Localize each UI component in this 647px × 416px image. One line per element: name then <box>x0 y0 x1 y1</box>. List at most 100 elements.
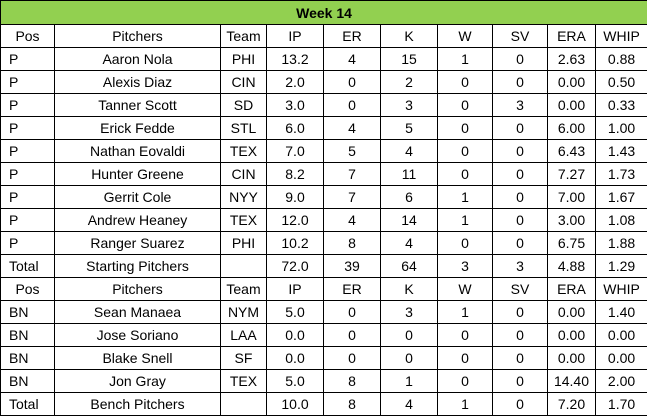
bench-row-era-cell: 0.00 <box>547 346 596 370</box>
bench-row-team-cell: TEX <box>220 369 267 393</box>
title-row: Week 14 <box>0 0 647 25</box>
header-row-sv-cell: SV <box>492 24 548 48</box>
bench-row: BN Blake Snell SF 0.0 0 0 0 0 0.00 0.00 <box>0 346 647 370</box>
starter-row-whip-cell: 0.33 <box>594 93 647 117</box>
starter-row-k-cell: 15 <box>380 47 438 71</box>
starter-row-sv-cell: 0 <box>492 70 548 94</box>
bench-total-row-whip-cell: 1.70 <box>594 392 647 416</box>
starter-row-k-cell: 11 <box>380 162 438 186</box>
starter-row-sv-cell: 0 <box>492 162 548 186</box>
starter-row-team-cell: PHI <box>220 231 267 255</box>
starter-row-sv-cell: 0 <box>492 208 548 232</box>
starter-row: P Erick Fedde STL 6.0 4 5 0 0 6.00 1.00 <box>0 116 647 140</box>
starter-row-team-cell: TEX <box>220 139 267 163</box>
starter-row-team-cell: PHI <box>220 47 267 71</box>
starter-row-era-cell: 0.00 <box>547 70 596 94</box>
starter-row-w-cell: 0 <box>437 139 493 163</box>
starting-total-row-w-cell: 3 <box>437 254 493 278</box>
starter-row-pitcher-cell: Gerrit Cole <box>54 185 221 209</box>
starter-row-sv-cell: 0 <box>492 185 548 209</box>
starting-total-row-sv-cell: 3 <box>492 254 548 278</box>
starter-row-pitcher-cell: Aaron Nola <box>54 47 221 71</box>
starter-row-ip-cell: 9.0 <box>266 185 324 209</box>
bench-header-row: Pos Pitchers Team IP ER K W SV ERA WHIP <box>0 277 647 301</box>
starter-row-pitcher-cell: Andrew Heaney <box>54 208 221 232</box>
bench-row-whip-cell: 0.00 <box>594 346 647 370</box>
starter-row-er-cell: 4 <box>323 208 381 232</box>
bench-header-row-whip-cell: WHIP <box>594 277 647 301</box>
starter-row-pitcher-cell: Tanner Scott <box>54 93 221 117</box>
header-row-whip-cell: WHIP <box>594 24 647 48</box>
starter-row: P Andrew Heaney TEX 12.0 4 14 1 0 3.00 1.08 <box>0 208 647 232</box>
bench-row-pos-cell: BN <box>0 346 55 370</box>
header-row-k-cell: K <box>380 24 438 48</box>
starting-total-row-era-cell: 4.88 <box>547 254 596 278</box>
starter-row-team-cell: SD <box>220 93 267 117</box>
bench-row-er-cell: 8 <box>323 369 381 393</box>
starter-row-pos-cell: P <box>0 231 55 255</box>
starter-row-pos-cell: P <box>0 70 55 94</box>
bench-row: BN Sean Manaea NYM 5.0 0 3 1 0 0.00 1.40 <box>0 300 647 324</box>
starter-row: P Nathan Eovaldi TEX 7.0 5 4 0 0 6.43 1.43 <box>0 139 647 163</box>
starter-row-pos-cell: P <box>0 47 55 71</box>
starter-row-w-cell: 1 <box>437 208 493 232</box>
week-title: Week 14 <box>0 0 647 25</box>
starter-row-whip-cell: 1.43 <box>594 139 647 163</box>
starter-row-pos-cell: P <box>0 93 55 117</box>
starter-row-ip-cell: 13.2 <box>266 47 324 71</box>
starter-row: P Aaron Nola PHI 13.2 4 15 1 0 2.63 0.88 <box>0 47 647 71</box>
starter-row-w-cell: 0 <box>437 231 493 255</box>
bench-header-row-k-cell: K <box>380 277 438 301</box>
starter-row-whip-cell: 1.88 <box>594 231 647 255</box>
starter-row-sv-cell: 3 <box>492 93 548 117</box>
bench-row-ip-cell: 5.0 <box>266 300 324 324</box>
starter-row-k-cell: 4 <box>380 231 438 255</box>
header-row-w-cell: W <box>437 24 493 48</box>
bench-total-row-k-cell: 4 <box>380 392 438 416</box>
bench-row-w-cell: 0 <box>437 369 493 393</box>
starter-row-k-cell: 5 <box>380 116 438 140</box>
starter-row-w-cell: 0 <box>437 70 493 94</box>
starter-row: P Tanner Scott SD 3.0 0 3 0 3 0.00 0.33 <box>0 93 647 117</box>
header-row-team-cell: Team <box>220 24 267 48</box>
bench-row-er-cell: 0 <box>323 300 381 324</box>
starter-row-ip-cell: 3.0 <box>266 93 324 117</box>
starter-row-sv-cell: 0 <box>492 116 548 140</box>
bench-header-row-er-cell: ER <box>323 277 381 301</box>
bench-header-row-team-cell: Team <box>220 277 267 301</box>
starter-row-whip-cell: 0.88 <box>594 47 647 71</box>
starter-row: P Gerrit Cole NYY 9.0 7 6 1 0 7.00 1.67 <box>0 185 647 209</box>
bench-total-row-w-cell: 1 <box>437 392 493 416</box>
bench-header-row-sv-cell: SV <box>492 277 548 301</box>
bench-row-whip-cell: 1.40 <box>594 300 647 324</box>
starter-row-w-cell: 0 <box>437 116 493 140</box>
starter-row-ip-cell: 7.0 <box>266 139 324 163</box>
starter-row-pitcher-cell: Nathan Eovaldi <box>54 139 221 163</box>
bench-row-pitcher-cell: Blake Snell <box>54 346 221 370</box>
starter-row-team-cell: CIN <box>220 162 267 186</box>
bench-row: BN Jose Soriano LAA 0.0 0 0 0 0 0.00 0.00 <box>0 323 647 347</box>
starter-row: P Alexis Diaz CIN 2.0 0 2 0 0 0.00 0.50 <box>0 70 647 94</box>
starter-row-er-cell: 4 <box>323 47 381 71</box>
bench-header-row-pos-cell: Pos <box>0 277 55 301</box>
bench-row-er-cell: 0 <box>323 346 381 370</box>
starter-row-er-cell: 5 <box>323 139 381 163</box>
starter-row-er-cell: 8 <box>323 231 381 255</box>
bench-row-w-cell: 0 <box>437 323 493 347</box>
starter-row-era-cell: 6.00 <box>547 116 596 140</box>
starter-row-era-cell: 7.00 <box>547 185 596 209</box>
starter-row-ip-cell: 10.2 <box>266 231 324 255</box>
starter-row-ip-cell: 12.0 <box>266 208 324 232</box>
bench-row-whip-cell: 2.00 <box>594 369 647 393</box>
bench-row-era-cell: 14.40 <box>547 369 596 393</box>
bench-row: BN Jon Gray TEX 5.0 8 1 0 0 14.40 2.00 <box>0 369 647 393</box>
starting-total-row-whip-cell: 1.29 <box>594 254 647 278</box>
starter-row-k-cell: 3 <box>380 93 438 117</box>
starter-row-pitcher-cell: Erick Fedde <box>54 116 221 140</box>
bench-header-row-era-cell: ERA <box>547 277 596 301</box>
bench-row-w-cell: 0 <box>437 346 493 370</box>
starting-total-row: Total Starting Pitchers 72.0 39 64 3 3 4.88 1.29 <box>0 254 647 278</box>
header-row-er-cell: ER <box>323 24 381 48</box>
bench-header-row-w-cell: W <box>437 277 493 301</box>
